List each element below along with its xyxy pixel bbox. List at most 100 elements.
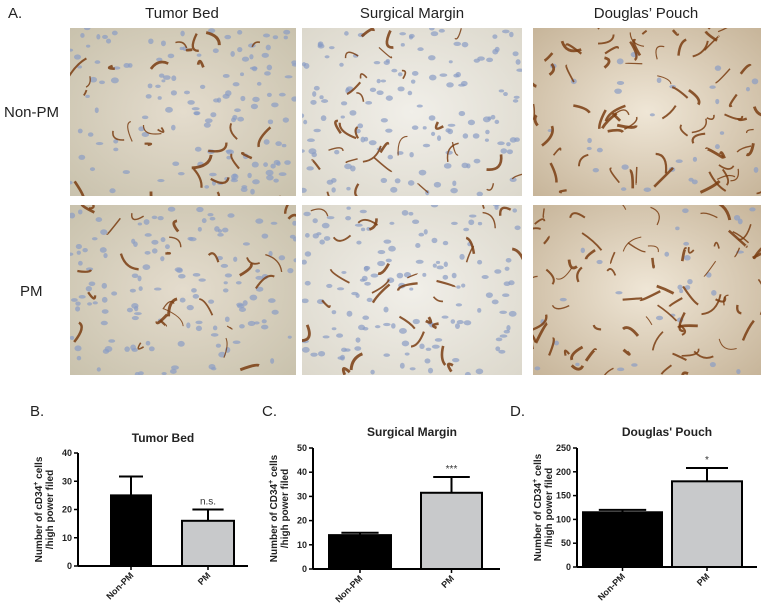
- nucleus: [387, 154, 394, 160]
- stained-vessel: [650, 206, 660, 226]
- stained-vessel: [656, 284, 675, 295]
- stained-vessel: [210, 176, 230, 185]
- stained-vessel: [542, 208, 545, 218]
- nucleus: [165, 106, 173, 113]
- nucleus: [344, 163, 352, 170]
- nucleus: [580, 247, 585, 254]
- nucleus: [359, 209, 367, 214]
- stained-vessel: [360, 28, 375, 38]
- nucleus: [83, 28, 91, 31]
- nucleus: [183, 90, 190, 95]
- nucleus: [113, 147, 119, 152]
- nucleus: [446, 82, 454, 88]
- stained-vessel: [635, 166, 638, 185]
- stained-vessel: [639, 290, 661, 302]
- nucleus: [210, 333, 219, 337]
- nucleus: [240, 187, 248, 193]
- nucleus: [319, 239, 325, 245]
- stained-vessel: [499, 206, 512, 216]
- bar-non-pm: [328, 534, 392, 570]
- stained-vessel: [533, 275, 538, 279]
- stained-vessel: [681, 371, 689, 375]
- micrograph-background: [533, 205, 761, 375]
- stained-vessel: [185, 48, 193, 52]
- nucleus: [330, 178, 337, 183]
- nucleus: [138, 126, 145, 132]
- nucleus: [75, 301, 81, 306]
- nucleus: [293, 258, 296, 263]
- nucleus: [417, 47, 424, 52]
- nucleus: [266, 174, 274, 181]
- stained-vessel: [533, 227, 541, 230]
- stained-vessel: [407, 273, 419, 279]
- nucleus: [411, 125, 419, 130]
- nucleus: [260, 324, 269, 330]
- nucleus: [96, 34, 101, 40]
- nucleus: [207, 28, 216, 34]
- nucleus: [95, 217, 103, 223]
- stained-vessel: [239, 363, 260, 372]
- stained-vessel: [357, 218, 379, 226]
- nucleus: [468, 219, 475, 226]
- nucleus: [250, 188, 255, 195]
- nucleus: [498, 349, 506, 354]
- stained-vessel: [570, 345, 584, 361]
- bar-non-pm: [582, 511, 663, 569]
- nucleus: [442, 274, 449, 280]
- stained-vessel: [679, 124, 689, 137]
- nucleus: [385, 128, 393, 133]
- nucleus: [195, 320, 203, 325]
- nucleus: [169, 368, 177, 374]
- nucleus: [87, 132, 94, 137]
- nucleus: [452, 357, 460, 363]
- nucleus: [162, 75, 171, 80]
- stained-vessel: [622, 297, 643, 301]
- stained-vessel: [604, 104, 626, 122]
- nucleus: [255, 275, 264, 280]
- nucleus: [130, 344, 137, 351]
- stained-vessel: [681, 348, 700, 357]
- chart-title: Douglas' Pouch: [622, 425, 712, 439]
- stained-vessel: [251, 41, 261, 48]
- y-tick-label: 50: [561, 538, 571, 548]
- nucleus: [262, 33, 271, 38]
- stained-vessel: [106, 217, 121, 235]
- nucleus: [454, 323, 460, 329]
- nucleus: [346, 310, 353, 317]
- nucleus: [390, 186, 398, 193]
- y-tick-label: 250: [556, 443, 571, 453]
- nucleus: [331, 187, 336, 193]
- stained-vessel: [632, 38, 642, 57]
- nucleus: [428, 74, 437, 81]
- nucleus: [621, 164, 629, 170]
- stained-vessel: [592, 324, 602, 331]
- stained-vessel: [533, 82, 537, 88]
- stained-vessel: [338, 122, 357, 140]
- stained-vessel: [672, 352, 687, 362]
- stained-vessel: [354, 183, 360, 196]
- stained-vessel: [541, 125, 554, 147]
- stained-vessel: [155, 313, 169, 325]
- y-tick-label: 30: [297, 491, 307, 501]
- nucleus: [214, 226, 220, 232]
- stained-vessel: [341, 367, 351, 375]
- nucleus: [376, 90, 384, 96]
- stained-vessel: [668, 297, 683, 307]
- nucleus: [105, 38, 112, 44]
- nucleus: [468, 214, 477, 218]
- stained-vessel: [80, 205, 95, 214]
- nucleus: [70, 180, 73, 185]
- nucleus: [411, 71, 419, 76]
- stained-vessel: [570, 364, 585, 371]
- nucleus: [616, 80, 625, 86]
- nucleus: [196, 206, 204, 213]
- nucleus: [499, 334, 508, 338]
- nucleus: [142, 264, 151, 270]
- stained-vessel: [511, 247, 522, 261]
- nucleus: [363, 266, 369, 272]
- stained-vessel: [434, 121, 444, 130]
- nucleus: [77, 209, 83, 215]
- stained-vessel: [486, 183, 495, 191]
- nucleus: [212, 48, 219, 54]
- nucleus: [450, 187, 458, 194]
